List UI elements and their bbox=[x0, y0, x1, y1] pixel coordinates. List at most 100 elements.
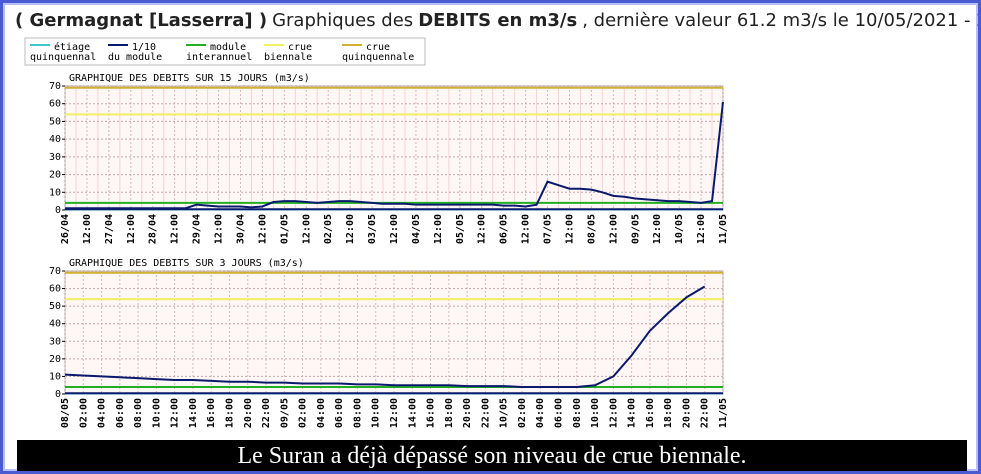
legend-label: du module bbox=[108, 52, 162, 63]
x-tick-label: 20:00 bbox=[681, 398, 692, 428]
y-tick-label: 50 bbox=[49, 301, 61, 312]
x-tick-label: 06/05 bbox=[499, 214, 510, 244]
x-tick-label: 10/05 bbox=[674, 214, 685, 244]
x-tick-label: 12:00 bbox=[345, 214, 356, 244]
x-tick-label: 20:00 bbox=[243, 398, 254, 428]
y-tick-label: 70 bbox=[49, 266, 61, 277]
x-tick-label: 06:00 bbox=[115, 398, 126, 428]
x-tick-label: 22:00 bbox=[480, 398, 491, 428]
x-tick-label: 12:00 bbox=[652, 214, 663, 244]
x-tick-label: 08:00 bbox=[352, 398, 363, 428]
x-tick-label: 18:00 bbox=[663, 398, 674, 428]
x-tick-label: 08:00 bbox=[572, 398, 583, 428]
x-tick-label: 09/05 bbox=[630, 214, 641, 244]
x-tick-label: 30/04 bbox=[235, 214, 246, 244]
x-tick-label: 16:00 bbox=[426, 398, 437, 428]
x-tick-label: 12:00 bbox=[389, 214, 400, 244]
y-tick-label: 50 bbox=[49, 116, 61, 127]
x-tick-label: 12:00 bbox=[126, 214, 137, 244]
x-tick-label: 14:00 bbox=[407, 398, 418, 428]
x-tick-label: 06:00 bbox=[334, 398, 345, 428]
x-tick-label: 12:00 bbox=[608, 398, 619, 428]
header: ( Germagnat [Lasserra] ) Graphiques des DE… bbox=[15, 10, 978, 31]
x-tick-label: 22:00 bbox=[700, 398, 711, 428]
x-tick-label: 08:00 bbox=[133, 398, 144, 428]
x-tick-label: 04:00 bbox=[535, 398, 546, 428]
x-tick-label: 10:00 bbox=[151, 398, 162, 428]
header-text: Graphiques des bbox=[272, 10, 414, 31]
x-tick-label: 12:00 bbox=[521, 214, 532, 244]
header-text: , dernière valeur 61.2 m3/s le 10/05/202… bbox=[582, 10, 978, 31]
x-tick-label: 02:00 bbox=[78, 398, 89, 428]
y-tick-label: 70 bbox=[49, 81, 61, 92]
x-tick-label: 08/05 bbox=[586, 214, 597, 244]
x-tick-label: 06:00 bbox=[554, 398, 565, 428]
caption: Le Suran a déjà dépassé son niveau de cr… bbox=[17, 440, 967, 471]
x-tick-label: 12:00 bbox=[214, 214, 225, 244]
x-tick-label: 11/05 bbox=[718, 214, 729, 244]
legend-label: quinquennal bbox=[30, 52, 96, 63]
legend-label: biennale bbox=[264, 52, 312, 63]
data-line bbox=[65, 101, 724, 210]
x-tick-label: 10:00 bbox=[371, 398, 382, 428]
x-tick-label: 16:00 bbox=[645, 398, 656, 428]
x-tick-label: 26/04 bbox=[60, 214, 71, 244]
x-tick-label: 04:00 bbox=[97, 398, 108, 428]
y-tick-label: 60 bbox=[49, 284, 61, 295]
x-tick-label: 12:00 bbox=[257, 214, 268, 244]
x-tick-label: 07/05 bbox=[543, 214, 554, 244]
legend-label: interannuel bbox=[186, 52, 252, 63]
y-tick-label: 20 bbox=[49, 170, 61, 181]
x-tick-label: 18:00 bbox=[225, 398, 236, 428]
legend-label: crue bbox=[288, 42, 312, 53]
x-tick-label: 05/05 bbox=[455, 214, 466, 244]
x-tick-label: 02:00 bbox=[517, 398, 528, 428]
x-tick-label: 02:00 bbox=[298, 398, 309, 428]
legend-label: module bbox=[210, 42, 246, 53]
x-tick-label: 10/05 bbox=[499, 398, 510, 428]
chart-title: GRAPHIQUE DES DEBITS SUR 3 JOURS (m3/s) bbox=[69, 258, 304, 269]
data-line bbox=[64, 285, 706, 388]
y-tick-label: 10 bbox=[49, 187, 61, 198]
y-tick-label: 30 bbox=[49, 152, 61, 163]
y-tick-label: 40 bbox=[49, 134, 61, 145]
legend-label: étiage bbox=[54, 41, 90, 53]
x-tick-label: 02/05 bbox=[323, 214, 334, 244]
y-tick-label: 10 bbox=[49, 371, 61, 382]
chart-title: GRAPHIQUE DES DEBITS SUR 15 JOURS (m3/s) bbox=[69, 73, 310, 84]
x-tick-label: 10:00 bbox=[590, 398, 601, 428]
y-tick-label: 0 bbox=[55, 205, 61, 216]
x-tick-label: 12:00 bbox=[433, 214, 444, 244]
legend-box bbox=[24, 37, 426, 66]
x-tick-label: 12:00 bbox=[477, 214, 488, 244]
x-tick-label: 01/05 bbox=[279, 214, 290, 244]
x-tick-label: 16:00 bbox=[206, 398, 217, 428]
legend-label: quinquennale bbox=[342, 52, 414, 63]
x-tick-label: 04:00 bbox=[316, 398, 327, 428]
x-tick-label: 29/04 bbox=[192, 214, 203, 244]
x-tick-label: 12:00 bbox=[170, 214, 181, 244]
y-tick-label: 60 bbox=[49, 99, 61, 110]
x-tick-label: 27/04 bbox=[104, 214, 115, 244]
header-text: DEBITS en m3/s bbox=[418, 10, 578, 31]
x-tick-label: 12:00 bbox=[564, 214, 575, 244]
x-tick-label: 20:00 bbox=[462, 398, 473, 428]
x-tick-label: 12:00 bbox=[608, 214, 619, 244]
y-tick-label: 0 bbox=[55, 389, 61, 400]
x-tick-label: 12:00 bbox=[82, 214, 93, 244]
legend-label: crue bbox=[366, 42, 390, 53]
legend-label: 1/10 bbox=[132, 42, 156, 53]
x-tick-label: 12:00 bbox=[696, 214, 707, 244]
x-tick-label: 12:00 bbox=[389, 398, 400, 428]
y-tick-label: 30 bbox=[49, 336, 61, 347]
header-text: ( Germagnat [Lasserra] ) bbox=[15, 10, 268, 31]
y-tick-label: 20 bbox=[49, 354, 61, 365]
x-tick-label: 11/05 bbox=[718, 398, 729, 428]
x-tick-label: 14:00 bbox=[188, 398, 199, 428]
x-tick-label: 04/05 bbox=[411, 214, 422, 244]
x-tick-label: 18:00 bbox=[444, 398, 455, 428]
x-tick-label: 09/05 bbox=[279, 398, 290, 428]
x-tick-label: 14:00 bbox=[627, 398, 638, 428]
